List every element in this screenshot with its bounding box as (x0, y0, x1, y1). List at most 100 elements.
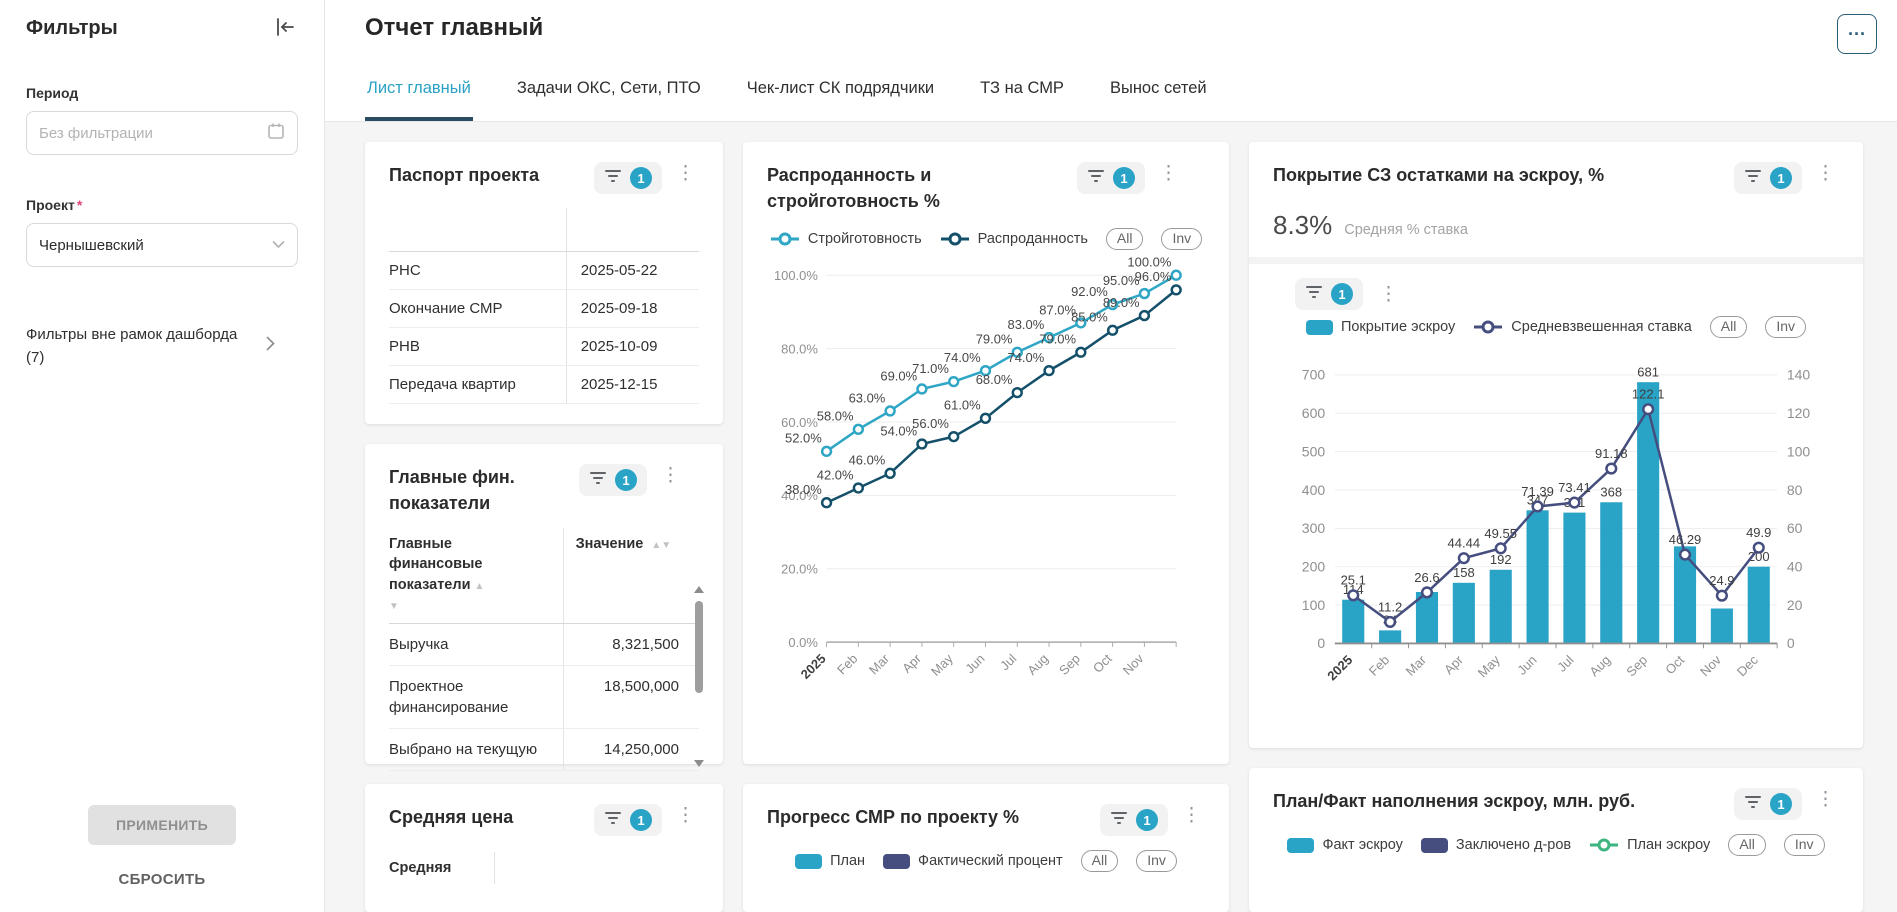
passport-table: РНС 2025-05-22 Окончание СМР 2025-09-18 … (389, 208, 699, 404)
svg-text:100.0%: 100.0% (1127, 256, 1171, 270)
svg-text:68.0%: 68.0% (976, 372, 1013, 387)
svg-text:Jul: Jul (997, 651, 1019, 673)
card-sales-readiness: Распроданность и стройготовность % 1 ⋮ (743, 142, 1229, 765)
scroll-thumb[interactable] (695, 601, 703, 694)
chart-legend: Стройготовность Распроданность All Inv (767, 228, 1205, 251)
project-select[interactable] (26, 223, 298, 267)
svg-text:400: 400 (1302, 482, 1326, 498)
filter-chip[interactable]: 1 (1734, 162, 1802, 194)
filter-chip[interactable]: 1 (1734, 788, 1802, 821)
topbar: Отчет главный ··· (325, 0, 1897, 60)
tab-networks[interactable]: Вынос сетей (1108, 60, 1209, 121)
svg-text:200: 200 (1302, 559, 1326, 575)
filters-title: Фильтры (26, 17, 118, 39)
svg-text:95.0%: 95.0% (1103, 273, 1140, 288)
filter-funnel-icon (1087, 168, 1105, 188)
kebab-menu-icon[interactable]: ⋮ (672, 162, 699, 185)
table-row: Выбрано на текущую 14,250,000 (389, 729, 699, 772)
legend-item[interactable]: Заключено д-ров (1420, 837, 1571, 853)
svg-text:Oct: Oct (1090, 651, 1115, 676)
card-title: План/Факт наполнения эскроу, млн. руб. (1273, 791, 1636, 812)
svg-text:500: 500 (1302, 443, 1326, 459)
legend-item[interactable]: План (795, 853, 865, 869)
filter-chip[interactable]: 1 (594, 162, 662, 194)
card-escrow-planfact: План/Факт наполнения эскроу, млн. руб. 1… (1249, 768, 1863, 912)
more-actions-button[interactable]: ··· (1837, 14, 1877, 54)
tab-list-main[interactable]: Лист главный (365, 60, 473, 121)
main-area: Отчет главный ··· Лист главный Задачи ОК… (325, 0, 1897, 912)
period-input[interactable] (39, 124, 259, 142)
filter-chip[interactable]: 1 (1100, 804, 1168, 837)
legend-item[interactable]: Факт эскроу (1287, 837, 1403, 853)
line-marker-icon (940, 232, 969, 246)
filter-chip[interactable]: 1 (1295, 278, 1363, 310)
legend-all-button[interactable]: All (1709, 316, 1748, 338)
table-scrollbar[interactable] (693, 586, 705, 768)
kebab-menu-icon[interactable]: ⋮ (672, 804, 699, 827)
filter-chip[interactable]: 1 (594, 804, 662, 836)
legend-all-button[interactable]: All (1728, 834, 1766, 857)
table-row: РНВ 2025-10-09 (389, 328, 699, 366)
legend-item[interactable]: Фактический процент (883, 853, 1063, 869)
table-row: РНС 2025-05-22 (389, 252, 699, 290)
svg-text:Mar: Mar (1403, 652, 1430, 679)
svg-text:0: 0 (1317, 635, 1325, 651)
legend-inv-button[interactable]: Inv (1783, 834, 1825, 857)
kebab-menu-icon[interactable]: ⋮ (657, 464, 684, 487)
sort-icon[interactable]: ▲▼ (389, 580, 485, 613)
legend-item[interactable]: Распроданность (940, 231, 1088, 247)
collapse-sidebar-icon[interactable] (272, 14, 298, 43)
kebab-menu-icon[interactable]: ⋮ (1812, 162, 1839, 185)
svg-text:120: 120 (1787, 405, 1811, 421)
tab-checklist-sk[interactable]: Чек-лист СК подрядчики (745, 60, 936, 121)
svg-text:74.0%: 74.0% (1008, 350, 1045, 365)
tab-tasks-oks[interactable]: Задачи ОКС, Сети, ПТО (515, 60, 703, 121)
filter-funnel-icon (1744, 794, 1762, 814)
legend-all-button[interactable]: All (1080, 850, 1119, 873)
svg-text:20: 20 (1787, 597, 1803, 613)
svg-text:26.6: 26.6 (1414, 570, 1439, 585)
svg-text:200: 200 (1748, 549, 1770, 564)
filter-count-badge: 1 (1113, 167, 1135, 189)
kebab-menu-icon[interactable]: ⋮ (1375, 283, 1402, 306)
legend-inv-button[interactable]: Inv (1161, 228, 1203, 251)
line-marker-icon (770, 232, 799, 246)
kebab-menu-icon[interactable]: ⋮ (1812, 788, 1839, 811)
legend-item[interactable]: План эскроу (1589, 837, 1710, 853)
sort-icon[interactable]: ▲▼ (651, 540, 672, 552)
table-row: Выручка 8,321,500 (389, 624, 699, 667)
svg-text:700: 700 (1302, 367, 1326, 383)
fin-col-header[interactable]: Значение ▲▼ (562, 528, 699, 624)
legend-inv-button[interactable]: Inv (1136, 850, 1177, 873)
filter-chip[interactable]: 1 (579, 464, 647, 496)
calendar-icon[interactable] (267, 122, 285, 145)
legend-inv-button[interactable]: Inv (1765, 316, 1807, 338)
kebab-menu-icon[interactable]: ⋮ (1178, 804, 1205, 827)
svg-text:Feb: Feb (834, 651, 860, 677)
legend-item[interactable]: Стройготовность (770, 231, 922, 247)
chart-legend: План Фактический процент All Inv (767, 850, 1205, 873)
scroll-down-icon[interactable] (694, 760, 704, 768)
swatch-icon (1305, 319, 1333, 335)
svg-text:49.55: 49.55 (1484, 526, 1517, 541)
legend-item[interactable]: Покрытие эскроу (1305, 319, 1455, 335)
tab-tz-smr[interactable]: ТЗ на СМР (978, 60, 1066, 121)
fin-col-header[interactable]: Главные финансовые показатели ▲ ▼ (389, 536, 485, 613)
filters-outside-dashboard-link[interactable]: Фильтры вне рамок дашборда (7) (26, 323, 298, 370)
project-select-value[interactable] (39, 236, 264, 254)
svg-text:Apr: Apr (899, 651, 924, 676)
chevron-right-icon (266, 336, 275, 356)
swatch-icon (1420, 837, 1448, 853)
filter-chip[interactable]: 1 (1077, 162, 1145, 194)
legend-all-button[interactable]: All (1105, 228, 1144, 251)
apply-button[interactable]: ПРИМЕНИТЬ (88, 805, 236, 845)
legend-item[interactable]: Средневзвешенная ставка (1473, 319, 1692, 335)
reset-button[interactable]: СБРОСИТЬ (118, 871, 206, 888)
required-mark: * (76, 197, 83, 213)
svg-text:44.44: 44.44 (1448, 536, 1481, 551)
kpi-value: 8.3% (1273, 210, 1333, 240)
sales-readiness-line-chart: 0.0% 20.0% 40.0% 60.0% 80.0% 100.0% 2025 Feb Mar… (774, 256, 1182, 682)
svg-text:60: 60 (1787, 520, 1803, 536)
scroll-up-icon[interactable] (694, 586, 704, 594)
kebab-menu-icon[interactable]: ⋮ (1155, 162, 1182, 185)
